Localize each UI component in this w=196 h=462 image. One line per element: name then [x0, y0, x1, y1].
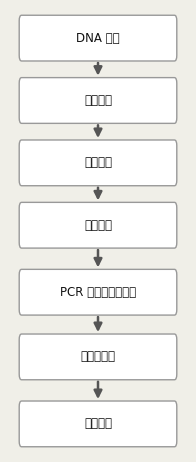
- FancyBboxPatch shape: [19, 202, 177, 248]
- Text: 连接反应: 连接反应: [84, 156, 112, 170]
- FancyBboxPatch shape: [19, 15, 177, 61]
- FancyBboxPatch shape: [19, 401, 177, 447]
- Text: PCR 扩增、文库构建: PCR 扩增、文库构建: [60, 286, 136, 299]
- FancyBboxPatch shape: [19, 334, 177, 380]
- FancyBboxPatch shape: [19, 78, 177, 123]
- Text: DNA 提取: DNA 提取: [76, 31, 120, 45]
- FancyBboxPatch shape: [19, 269, 177, 315]
- Text: 产物纯化: 产物纯化: [84, 219, 112, 232]
- FancyBboxPatch shape: [19, 140, 177, 186]
- Text: 高通量测序: 高通量测序: [81, 350, 115, 364]
- Text: 杂交反应: 杂交反应: [84, 94, 112, 107]
- Text: 数据分析: 数据分析: [84, 417, 112, 431]
